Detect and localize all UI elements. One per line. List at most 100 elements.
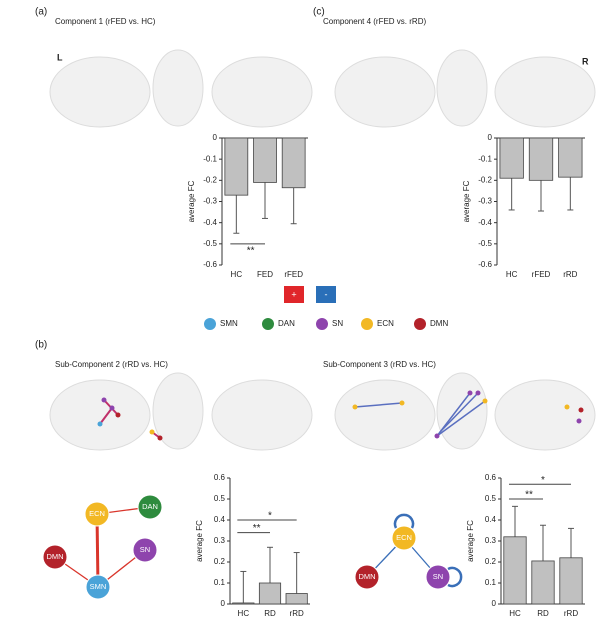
y-tick-label: 0 — [488, 133, 493, 142]
bar — [503, 536, 527, 605]
y-tick-label: 0.2 — [214, 557, 226, 566]
sign-swatch — [316, 286, 336, 303]
x-tick-label: HC — [509, 609, 521, 618]
x-tick-label: rFED — [532, 270, 551, 279]
bar — [281, 137, 306, 189]
y-tick-label: -0.6 — [203, 260, 217, 269]
y-tick-label: -0.4 — [203, 218, 217, 227]
x-tick-label: FED — [257, 270, 273, 279]
bar — [285, 593, 308, 605]
significance-label: * — [541, 475, 545, 486]
y-tick-label: -0.2 — [203, 175, 217, 184]
y-tick-label: 0.4 — [214, 515, 226, 524]
y-tick-label: 0.1 — [214, 578, 226, 587]
bar — [559, 557, 583, 605]
y-tick-label: -0.5 — [478, 239, 492, 248]
y-tick-label: -0.2 — [478, 175, 492, 184]
x-tick-label: RD — [537, 609, 549, 618]
legend-label: SMN — [220, 319, 238, 328]
side-label: L — [57, 52, 63, 62]
sign-swatch — [284, 286, 304, 303]
y-tick-label: 0 — [492, 599, 497, 608]
network-node — [425, 564, 451, 590]
network-node — [84, 501, 110, 527]
y-tick-label: -0.6 — [478, 260, 492, 269]
x-tick-label: rRD — [564, 609, 578, 618]
panel-label: (b) — [35, 340, 47, 351]
y-tick-label: 0.5 — [214, 494, 226, 503]
legend-label: ECN — [377, 319, 394, 328]
panel-label: (a) — [35, 7, 47, 18]
x-tick-label: rRD — [290, 609, 304, 618]
y-tick-label: 0.5 — [485, 494, 497, 503]
chart-title: Component 4 (rFED vs. rRD) — [323, 17, 426, 26]
y-axis-label: average FC — [466, 520, 475, 562]
y-axis-label: average FC — [462, 180, 471, 222]
chart-title: Sub-Component 2 (rRD vs. HC) — [55, 360, 168, 369]
network-node — [391, 525, 417, 551]
bar — [258, 582, 282, 605]
y-tick-label: -0.1 — [478, 154, 492, 163]
network-node — [42, 544, 68, 570]
bar — [499, 137, 524, 179]
self-loop — [447, 566, 463, 588]
legend-label: DMN — [430, 319, 448, 328]
x-tick-label: HC — [506, 270, 518, 279]
node-label: DMN — [46, 552, 63, 561]
node-label: DMN — [358, 572, 375, 581]
bar — [224, 137, 249, 196]
network-node — [85, 574, 111, 600]
bar — [531, 560, 555, 605]
network-node — [132, 537, 158, 563]
y-tick-label: -0.1 — [203, 154, 217, 163]
node-label: SMN — [90, 582, 107, 591]
chart-title: Sub-Component 3 (rRD vs. HC) — [323, 360, 436, 369]
bar — [558, 137, 583, 178]
x-tick-label: rRD — [563, 270, 577, 279]
legend-dot — [262, 318, 274, 330]
chart-title: Component 1 (rFED vs. HC) — [55, 17, 156, 26]
legend-dot — [316, 318, 328, 330]
significance-label: ** — [247, 245, 255, 256]
y-tick-label: 0.3 — [214, 536, 226, 545]
y-tick-label: 0.6 — [485, 473, 497, 482]
y-axis-label: average FC — [187, 180, 196, 222]
y-tick-label: -0.4 — [478, 218, 492, 227]
y-tick-label: 0.6 — [214, 473, 226, 482]
y-axis-label: average FC — [195, 520, 204, 562]
x-tick-label: rFED — [284, 270, 303, 279]
significance-label: ** — [253, 523, 261, 534]
significance-label: ** — [525, 490, 533, 501]
node-label: SN — [433, 572, 443, 581]
legend-label: SN — [332, 319, 343, 328]
legend-dot — [204, 318, 216, 330]
side-label: R — [582, 56, 589, 66]
bar — [232, 602, 255, 605]
legend-dot — [414, 318, 426, 330]
node-label: ECN — [396, 533, 412, 542]
y-tick-label: -0.5 — [203, 239, 217, 248]
node-label: SN — [140, 545, 150, 554]
node-label: ECN — [89, 509, 105, 518]
x-tick-label: HC — [238, 609, 250, 618]
sign-label: - — [325, 289, 328, 299]
bar — [528, 137, 554, 181]
network-node — [137, 494, 163, 520]
bar — [253, 137, 277, 183]
network-node — [354, 564, 380, 590]
y-tick-label: 0 — [221, 599, 226, 608]
significance-label: * — [268, 511, 272, 522]
y-tick-label: -0.3 — [478, 197, 492, 206]
brains — [49, 49, 596, 451]
y-tick-label: 0.4 — [485, 515, 497, 524]
y-tick-label: 0 — [213, 133, 218, 142]
node-label: DAN — [142, 502, 158, 511]
legend-dot — [361, 318, 373, 330]
self-loop — [393, 513, 415, 529]
x-tick-label: HC — [231, 270, 243, 279]
y-tick-label: 0.3 — [485, 536, 497, 545]
y-tick-label: 0.1 — [485, 578, 497, 587]
x-tick-label: RD — [264, 609, 276, 618]
y-tick-label: 0.2 — [485, 557, 497, 566]
